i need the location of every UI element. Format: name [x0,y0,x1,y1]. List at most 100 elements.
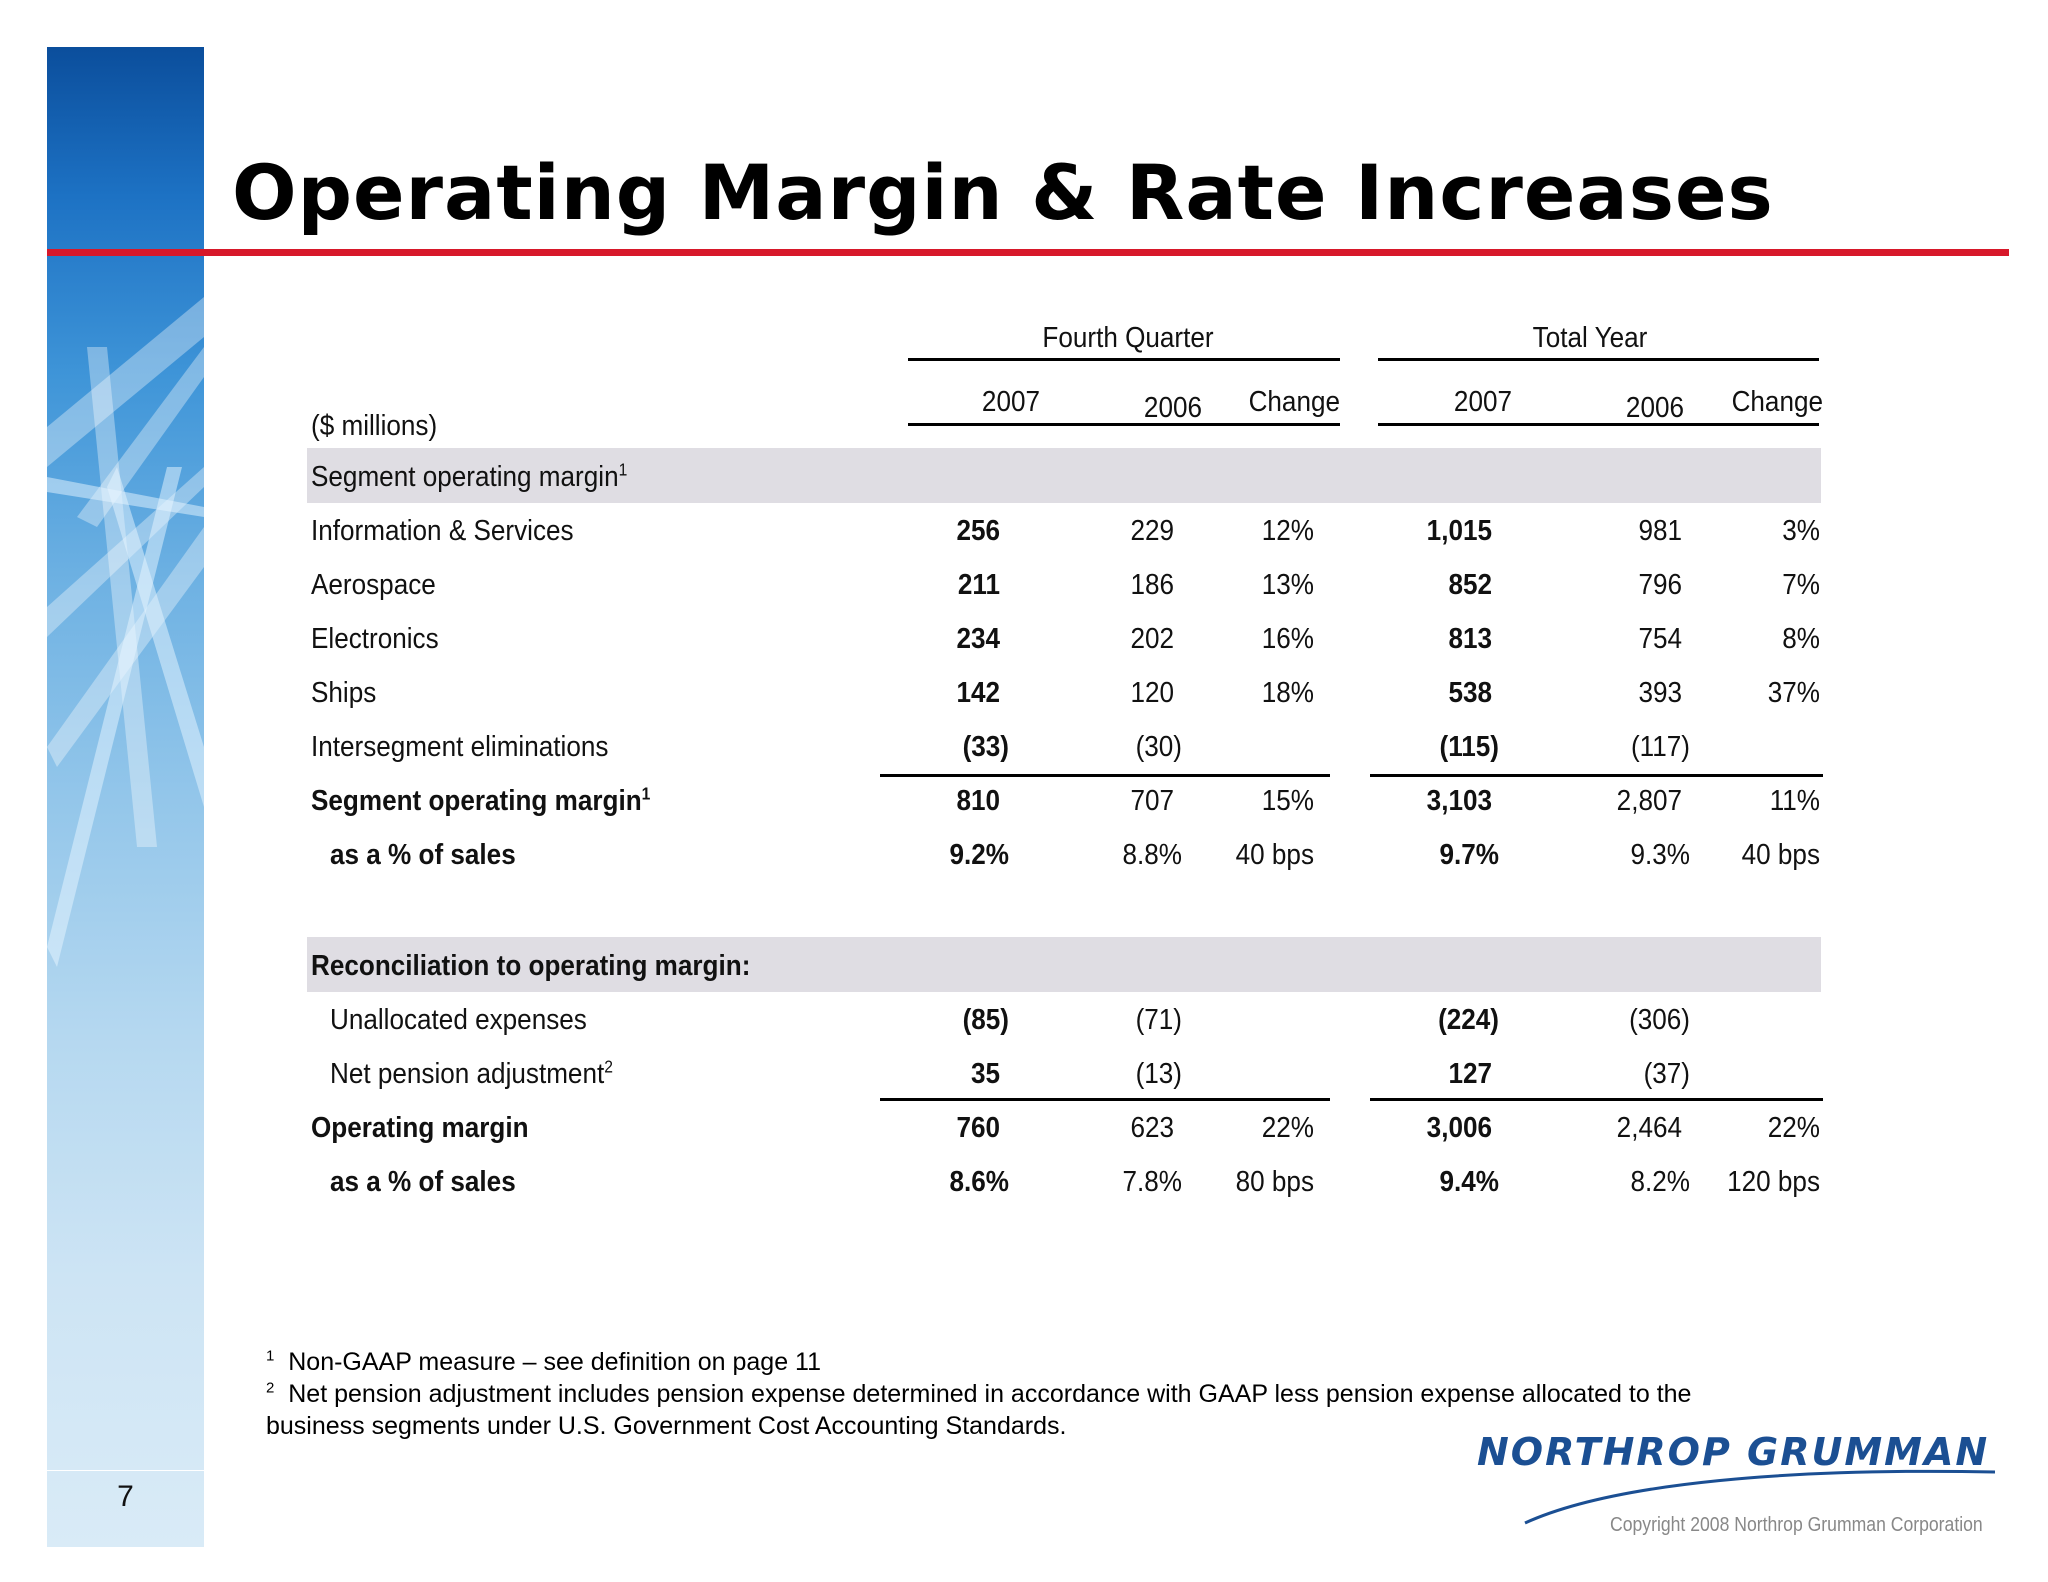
cell-ty-2007: (115) [1439,731,1499,763]
cell-q4-2007: 211 [957,569,1000,601]
cell-q4-change: 80 bps [1235,1166,1314,1198]
cell-q4-change: 22% [1261,1112,1314,1144]
cell-q4-2006: (13) [1135,1058,1182,1090]
logo-wordmark: NORTHROP GRUMMAN [1477,1430,1990,1474]
col-header-rule-q4 [908,423,1340,426]
cell-ty-change: 40 bps [1741,839,1820,871]
cell-q4-2007: (33) [962,731,1009,763]
cell-q4-2006: 202 [1130,623,1174,655]
cell-q4-change: 16% [1261,623,1314,655]
title-underline [47,249,2009,256]
footnote-2-line-2: business segments under U.S. Government … [266,1412,1067,1440]
cell-q4-2006: 7.8% [1122,1166,1182,1198]
cell-ty-2007: 813 [1448,623,1492,655]
section-band-segment [307,448,1821,503]
cell-ty-2007: 852 [1448,569,1492,601]
row-label: Electronics [311,623,439,655]
row-label: Aerospace [311,569,436,601]
cell-ty-2006: 754 [1638,623,1682,655]
col-header-ty-2006: 2006 [1625,392,1684,424]
cell-ty-2006: (117) [1630,731,1690,763]
cell-q4-change: 13% [1261,569,1314,601]
cell-q4-2006: 229 [1130,515,1174,547]
row-label: as a % of sales [330,1166,516,1198]
copyright-text: Copyright 2008 Northrop Grumman Corporat… [1610,1514,1983,1536]
cell-ty-2007: 1,015 [1426,515,1492,547]
cell-ty-2006: 9.3% [1630,839,1690,871]
col-header-ty-change: Change [1731,386,1823,418]
row-label: Net pension adjustment2 [330,1056,613,1090]
section-header-segment: Segment operating margin1 [311,459,628,493]
cell-ty-change: 8% [1782,623,1820,655]
units-label: ($ millions) [311,410,438,442]
cell-q4-2007: 256 [956,515,1000,547]
cell-q4-2007: 35 [970,1058,1000,1090]
group-rule-fourth-quarter [908,358,1340,361]
cell-q4-2007: 8.6% [949,1166,1009,1198]
total-rule-ty [1370,1098,1823,1101]
cell-q4-2007: 142 [956,677,1000,709]
footnote-2-line-1: 2 Net pension adjustment includes pensio… [266,1379,1692,1408]
cell-q4-2006: 623 [1130,1112,1174,1144]
group-header-total-year: Total Year [1532,322,1648,354]
cell-q4-change: 18% [1261,677,1314,709]
cell-ty-2007: 3,103 [1426,785,1492,817]
cell-q4-2006: 120 [1130,677,1174,709]
col-header-rule-ty [1378,423,1819,426]
row-label: Segment operating margin1 [311,783,651,817]
logo-swoosh-icon [1524,1469,1996,1525]
cell-ty-2006: 393 [1638,677,1682,709]
subtotal-rule-ty [1370,774,1823,777]
cell-ty-change: 7% [1782,569,1820,601]
cell-ty-change: 37% [1767,677,1820,709]
cell-ty-change: 11% [1769,785,1820,817]
row-label: Operating margin [311,1112,529,1144]
cell-ty-2006: 981 [1638,515,1682,547]
row-label: Ships [311,677,377,709]
group-rule-total-year [1378,358,1819,361]
row-label: Unallocated expenses [330,1004,587,1036]
cell-q4-2006: (71) [1135,1004,1182,1036]
cell-q4-2007: 9.2% [949,839,1009,871]
cell-ty-2006: 8.2% [1630,1166,1690,1198]
cell-q4-2007: 760 [956,1112,1000,1144]
section-band-reconciliation [307,937,1821,992]
cell-q4-change: 15% [1261,785,1314,817]
page-title: Operating Margin & Rate Increases [232,148,1774,237]
row-label: Information & Services [311,515,574,547]
section-header-reconciliation: Reconciliation to operating margin: [311,950,751,982]
footnote-1: 1 Non-GAAP measure – see definition on p… [266,1347,822,1376]
cell-ty-2006: (306) [1629,1004,1690,1036]
cell-ty-change: 22% [1767,1112,1820,1144]
col-header-q4-2007: 2007 [981,386,1040,418]
col-header-q4-2006: 2006 [1143,392,1202,424]
row-label: as a % of sales [330,839,516,871]
cell-ty-2006: (37) [1643,1058,1690,1090]
cell-ty-2007: 538 [1448,677,1492,709]
row-label: Intersegment eliminations [311,731,609,763]
subtotal-rule-q4 [880,774,1330,777]
cell-ty-2006: 2,807 [1616,785,1682,817]
col-header-ty-2007: 2007 [1453,386,1512,418]
cell-ty-2007: 3,006 [1426,1112,1492,1144]
cell-ty-2007: (224) [1438,1004,1499,1036]
total-rule-q4 [880,1098,1330,1101]
cell-ty-change: 3% [1782,515,1820,547]
cell-q4-2006: (30) [1135,731,1182,763]
cell-ty-2007: 127 [1448,1058,1492,1090]
cell-q4-2006: 186 [1130,569,1174,601]
band-divider [47,1470,204,1471]
cell-ty-2006: 2,464 [1616,1112,1682,1144]
cell-q4-2007: 234 [956,623,1000,655]
cell-ty-2007: 9.7% [1439,839,1499,871]
cell-q4-2007: (85) [962,1004,1009,1036]
light-rays-graphic [47,297,204,967]
cell-ty-change: 120 bps [1727,1166,1820,1198]
northrop-grumman-logo: NORTHROP GRUMMAN [1465,1420,2005,1530]
cell-ty-2006: 796 [1638,569,1682,601]
cell-q4-2007: 810 [956,785,1000,817]
cell-ty-2007: 9.4% [1439,1166,1499,1198]
col-header-q4-change: Change [1248,386,1340,418]
decorative-side-band [47,47,204,1547]
